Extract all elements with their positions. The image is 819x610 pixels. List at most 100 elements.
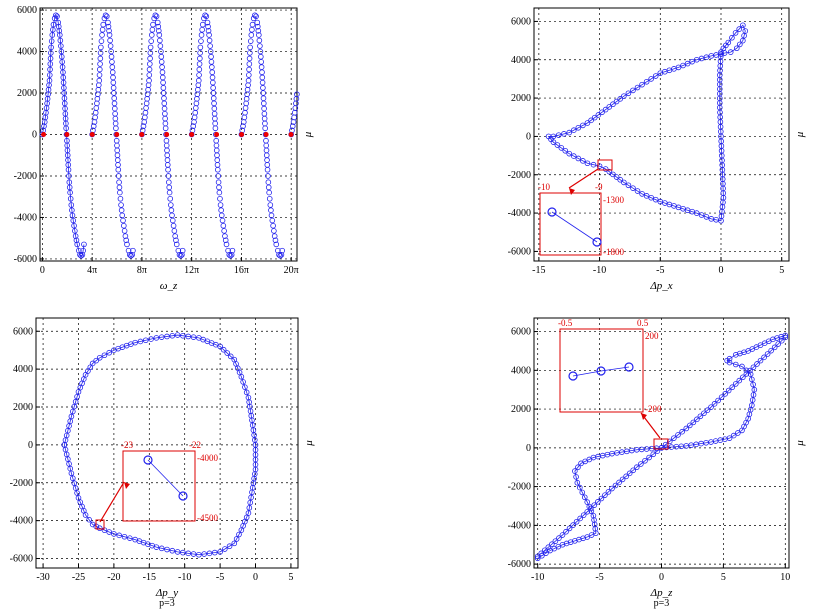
data-point <box>588 117 594 124</box>
data-point <box>549 541 555 547</box>
data-point <box>112 110 118 117</box>
data-point <box>112 120 119 127</box>
data-point <box>121 228 128 234</box>
data-point <box>168 207 175 213</box>
inset-y-bottom: -1800 <box>603 247 624 257</box>
red-point <box>89 132 95 137</box>
data-point <box>617 176 624 183</box>
inset-point <box>568 371 578 381</box>
y-tick-label: 2000 <box>511 93 531 104</box>
data-point <box>194 91 201 98</box>
data-point <box>105 23 112 30</box>
data-point <box>278 251 285 258</box>
data-point <box>48 38 55 44</box>
data-point <box>106 32 113 38</box>
data-point <box>718 394 725 400</box>
data-point <box>247 44 253 51</box>
data-point <box>61 85 67 91</box>
data-point <box>778 337 785 344</box>
data-point <box>209 69 216 76</box>
data-point <box>111 90 117 96</box>
data-point <box>165 173 172 179</box>
data-point <box>263 147 270 154</box>
data-point <box>218 207 224 213</box>
data-point <box>61 95 68 102</box>
data-point <box>208 59 215 65</box>
data-point <box>248 494 254 501</box>
data-point <box>596 163 603 169</box>
inset-point <box>143 455 153 465</box>
data-point <box>718 49 724 55</box>
data-point <box>750 392 757 398</box>
x-axis-label: Δp_y <box>155 587 178 599</box>
data-point <box>757 357 764 364</box>
data-point <box>69 207 75 213</box>
data-point <box>97 50 104 56</box>
data-point <box>142 114 148 121</box>
data-point <box>599 109 605 116</box>
data-point <box>246 55 253 62</box>
data-point <box>221 228 227 234</box>
data-point <box>725 39 732 46</box>
inset-line <box>551 211 598 243</box>
data-point <box>106 529 112 535</box>
data-point <box>591 502 598 508</box>
data-point <box>566 150 573 157</box>
data-point <box>78 253 84 259</box>
data-point <box>219 217 226 224</box>
data-point <box>60 69 66 76</box>
data-point <box>95 91 101 98</box>
x-tick-label: 0 <box>719 265 724 276</box>
data-point <box>680 62 686 69</box>
data-point <box>126 251 133 258</box>
data-point <box>625 90 632 97</box>
data-point <box>105 19 111 26</box>
y-tick-label: -2000 <box>508 170 531 181</box>
data-point <box>118 202 124 208</box>
data-point <box>246 505 253 511</box>
y-tick-label: -4000 <box>14 212 37 223</box>
data-point <box>248 32 255 38</box>
data-point <box>246 66 252 73</box>
data-point <box>215 173 221 179</box>
x-tick-label: 20π <box>284 265 299 276</box>
data-point <box>115 173 122 179</box>
data-point <box>113 125 119 132</box>
data-point <box>715 397 721 404</box>
data-point <box>152 12 159 19</box>
data-point <box>245 77 252 84</box>
data-point <box>768 347 774 354</box>
data-point <box>202 12 208 19</box>
data-point <box>226 543 233 550</box>
red-point <box>64 132 70 137</box>
data-point <box>602 166 609 172</box>
data-point <box>72 485 79 491</box>
data-point <box>643 193 650 199</box>
data-point <box>609 485 615 492</box>
data-point <box>626 470 633 477</box>
data-point <box>196 61 203 67</box>
red-point <box>164 132 170 137</box>
data-point <box>545 544 552 551</box>
data-point <box>697 413 704 420</box>
data-point <box>148 336 154 342</box>
inset-point <box>178 491 188 501</box>
data-point <box>147 44 154 51</box>
data-point <box>48 50 54 56</box>
data-point <box>750 381 756 388</box>
data-point <box>782 334 789 341</box>
data-point <box>619 476 626 483</box>
data-point <box>735 430 741 436</box>
data-point <box>198 32 205 38</box>
data-point <box>149 26 156 33</box>
zoom-region <box>653 438 669 450</box>
data-point <box>79 251 86 258</box>
inset-x-min: -0.5 <box>558 318 573 328</box>
data-point <box>259 69 265 76</box>
y-axis-label: μ <box>302 131 314 138</box>
data-point <box>53 12 59 19</box>
data-point <box>110 74 116 81</box>
y-tick-label: -4000 <box>508 208 531 219</box>
data-point <box>120 217 126 224</box>
y-tick-label: 0 <box>526 131 531 142</box>
